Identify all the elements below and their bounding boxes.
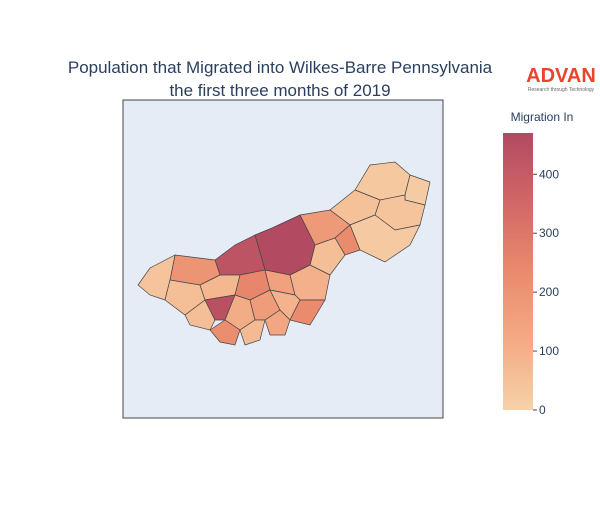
region [239,319,266,346]
colorbar-tick-label: 100 [539,344,559,358]
colorbar-tick-label: 0 [539,403,546,417]
chart-subtitle: the first three months of 2019 [169,81,390,100]
region [289,299,326,326]
region [209,319,241,346]
colorbar [503,133,533,410]
regions [137,161,431,346]
region [264,309,291,336]
colorbar-tick-label: 300 [539,226,559,240]
logo: ADVAN [526,65,596,87]
colorbar-title: Migration In [511,110,574,124]
colorbar-tick-label: 400 [539,167,559,181]
logo-tagline: Research through Technology [528,87,595,93]
chart-title: Population that Migrated into Wilkes-Bar… [68,58,493,77]
region [349,214,421,263]
region [184,299,216,331]
colorbar-tick-label: 200 [539,285,559,299]
